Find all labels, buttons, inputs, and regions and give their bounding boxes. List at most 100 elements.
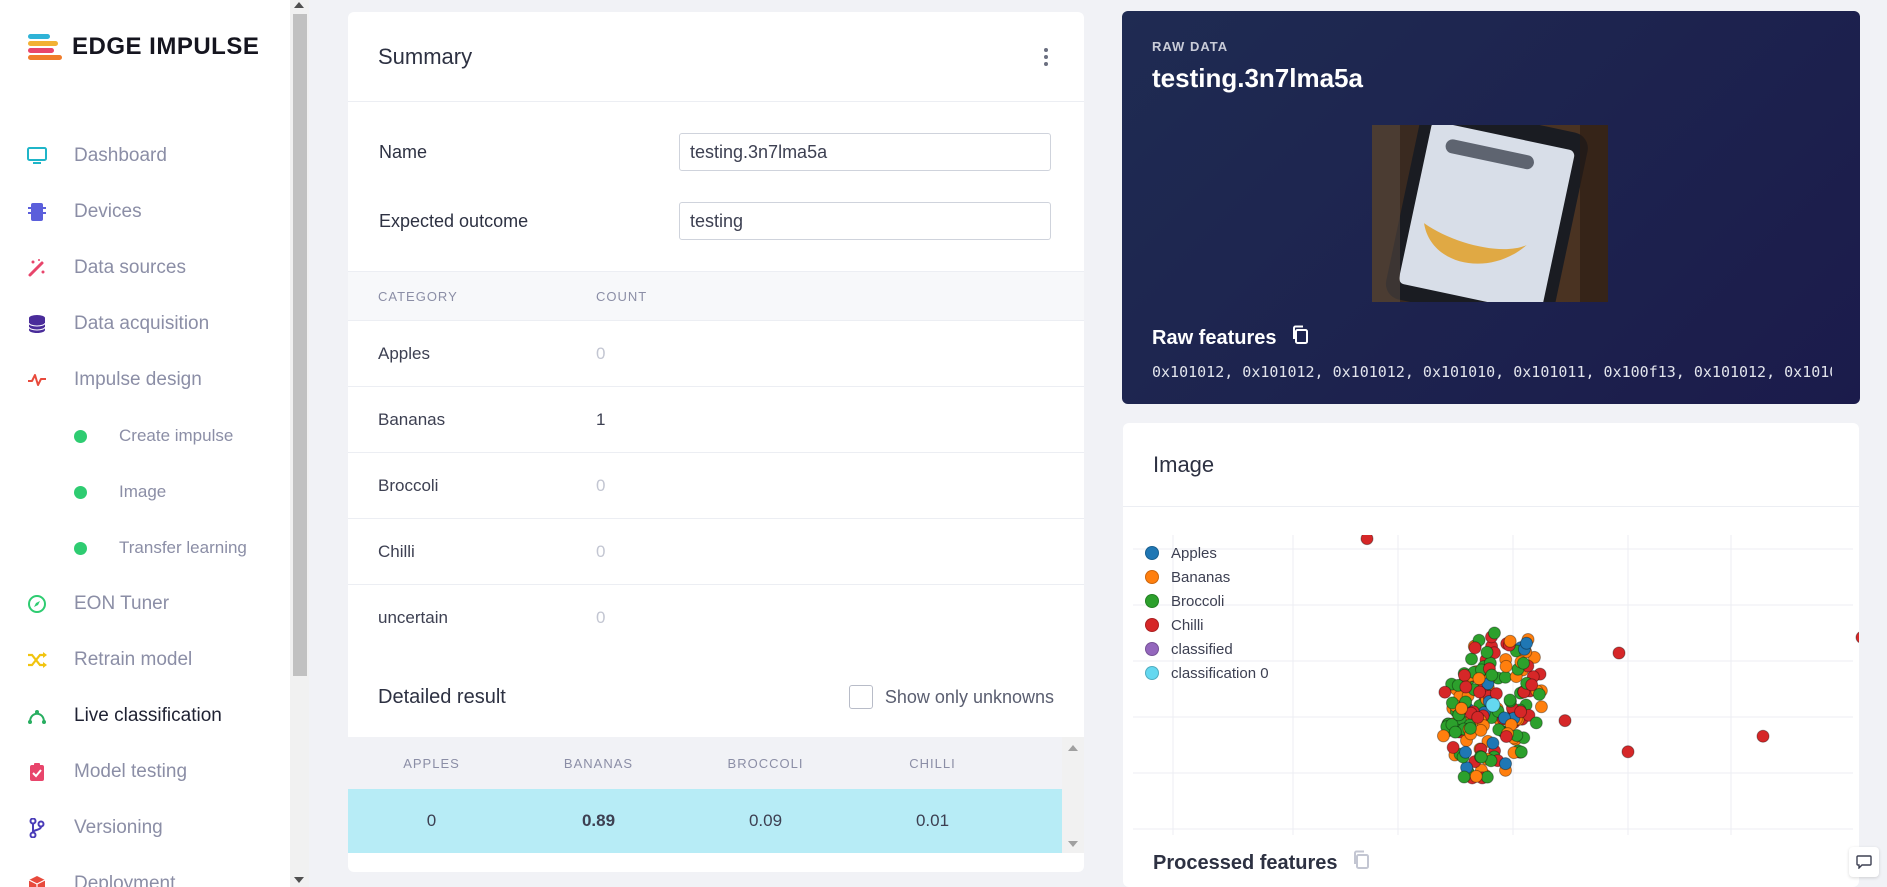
chart-legend: Apples Bananas Broccoli Chilli classifie… (1145, 541, 1269, 685)
edge-impulse-logo[interactable]: EDGE IMPULSE (28, 32, 259, 62)
raw-features-values: 0x101012, 0x101012, 0x101012, 0x101010, … (1152, 363, 1832, 381)
sidebar-subitem-create-impulse[interactable]: Create impulse (0, 408, 290, 464)
scatter-point (1486, 736, 1500, 750)
scatter-point (1457, 668, 1471, 682)
database-icon (26, 313, 48, 335)
sidebar-item-impulse-design[interactable]: Impulse design (0, 352, 290, 408)
scatter-point (1529, 716, 1543, 730)
sidebar-scrollbar[interactable] (290, 0, 309, 887)
name-input[interactable] (679, 133, 1051, 171)
legend-label: classification 0 (1171, 664, 1269, 682)
feature-explorer-scatter[interactable] (1133, 535, 1859, 855)
summary-title: Summary (378, 43, 473, 69)
table-row: Bananas 1 (348, 387, 1084, 453)
scatter-point (1438, 685, 1452, 699)
show-unknowns-label: Show only unknowns (884, 686, 1054, 707)
sidebar-item-live-classification[interactable]: Live classification (0, 688, 290, 744)
result-cell-chilli: 0.01 (915, 811, 950, 830)
legend-item-bananas[interactable]: Bananas (1145, 565, 1269, 589)
scatter-point (1463, 721, 1477, 735)
sidebar-item-dashboard[interactable]: Dashboard (0, 128, 290, 184)
raw-data-title: testing.3n7lma5a (1152, 63, 1363, 93)
legend-dot (1145, 570, 1159, 584)
branch-icon (26, 817, 48, 839)
detailed-result-table: APPLES BANANAS BROCCOLI CHILLI 0 0.89 0.… (348, 737, 1084, 872)
scatter-point (1473, 685, 1487, 699)
name-label: Name (379, 141, 428, 162)
result-header-broccoli: BROCCOLI (727, 755, 804, 771)
scatter-point (1436, 729, 1450, 743)
sidebar-item-devices[interactable]: Devices (0, 184, 290, 240)
result-table-scrollbar[interactable] (1062, 737, 1084, 853)
legend-item-classification-0[interactable]: classification 0 (1145, 661, 1269, 685)
scatter-point (1469, 769, 1483, 783)
category-cell: Bananas (378, 409, 446, 429)
scatter-point (1474, 750, 1488, 764)
scatter-point (1448, 725, 1462, 739)
legend-item-chilli[interactable]: Chilli (1145, 613, 1269, 637)
count-cell: 0 (596, 343, 606, 363)
sidebar-item-retrain-model[interactable]: Retrain model (0, 632, 290, 688)
legend-item-apples[interactable]: Apples (1145, 541, 1269, 565)
scatter-point (1472, 672, 1486, 686)
result-header-chilli: CHILLI (909, 755, 956, 771)
scatter-point (1498, 670, 1512, 684)
legend-label: Apples (1171, 544, 1217, 562)
scatter-point (1519, 636, 1533, 650)
scroll-down-icon[interactable] (294, 877, 304, 883)
legend-label: Chilli (1171, 616, 1204, 634)
count-column-header: COUNT (596, 288, 648, 304)
copy-icon[interactable] (1291, 325, 1309, 351)
sidebar-item-versioning[interactable]: Versioning (0, 800, 290, 856)
image-card: Image Apples Bananas Broccoli Chilli cla… (1123, 423, 1859, 887)
scatter-point (1487, 626, 1501, 640)
legend-item-broccoli[interactable]: Broccoli (1145, 589, 1269, 613)
chat-icon[interactable] (1849, 847, 1879, 877)
category-table: CATEGORY COUNT Apples 0 Bananas 1 Brocco… (348, 271, 1084, 651)
sidebar-nav: Dashboard Devices Data sources Data acqu… (0, 128, 290, 887)
scatter-point (1485, 668, 1499, 682)
category-cell: Broccoli (378, 475, 439, 495)
sidebar-item-label: Devices (74, 201, 142, 222)
sidebar-item-label: Retrain model (74, 649, 193, 670)
scatter-point (1474, 723, 1488, 737)
scroll-up-icon[interactable] (294, 2, 304, 8)
legend-dot (1145, 594, 1159, 608)
sidebar-item-data-acquisition[interactable]: Data acquisition (0, 296, 290, 352)
scatter-point (1480, 770, 1494, 784)
table-row: Apples 0 (348, 321, 1084, 387)
legend-label: Bananas (1171, 568, 1231, 586)
sidebar-item-label: Data acquisition (74, 313, 210, 334)
scroll-thumb[interactable] (293, 14, 307, 676)
scatter-point (1455, 701, 1469, 715)
table-row: Chilli 0 (348, 519, 1084, 585)
box-icon (26, 873, 48, 887)
category-cell: uncertain (378, 608, 448, 627)
sidebar-item-label: Data sources (74, 257, 186, 278)
category-table-header: CATEGORY COUNT (348, 271, 1084, 321)
count-cell: 1 (596, 409, 606, 429)
sidebar-item-deployment[interactable]: Deployment (0, 856, 290, 887)
scatter-point (1503, 634, 1517, 648)
legend-item-classified[interactable]: classified (1145, 637, 1269, 661)
chip-icon (26, 201, 48, 223)
copy-icon[interactable] (1352, 850, 1370, 876)
sidebar-subitem-image[interactable]: Image (0, 464, 290, 520)
scatter-point (1445, 696, 1459, 710)
expected-outcome-input[interactable] (679, 202, 1051, 240)
sidebar-subitem-transfer-learning[interactable]: Transfer learning (0, 520, 290, 576)
sidebar-item-data-sources[interactable]: Data sources (0, 240, 290, 296)
show-unknowns-checkbox[interactable] (848, 685, 873, 709)
table-row[interactable]: 0 0.89 0.09 0.01 (348, 789, 1062, 853)
scroll-down-icon[interactable] (1068, 841, 1078, 847)
scatter-point (1465, 652, 1479, 666)
scatter-point (1514, 705, 1528, 719)
sidebar-item-model-testing[interactable]: Model testing (0, 744, 290, 800)
detailed-result-title: Detailed result (378, 685, 506, 708)
show-unknowns-toggle[interactable]: Show only unknowns (848, 685, 1054, 709)
sidebar-item-eon-tuner[interactable]: EON Tuner (0, 576, 290, 632)
more-options-icon[interactable] (1038, 42, 1054, 72)
outlier-point (1558, 714, 1572, 728)
scatter-point (1532, 687, 1546, 701)
scroll-up-icon[interactable] (1068, 745, 1078, 751)
